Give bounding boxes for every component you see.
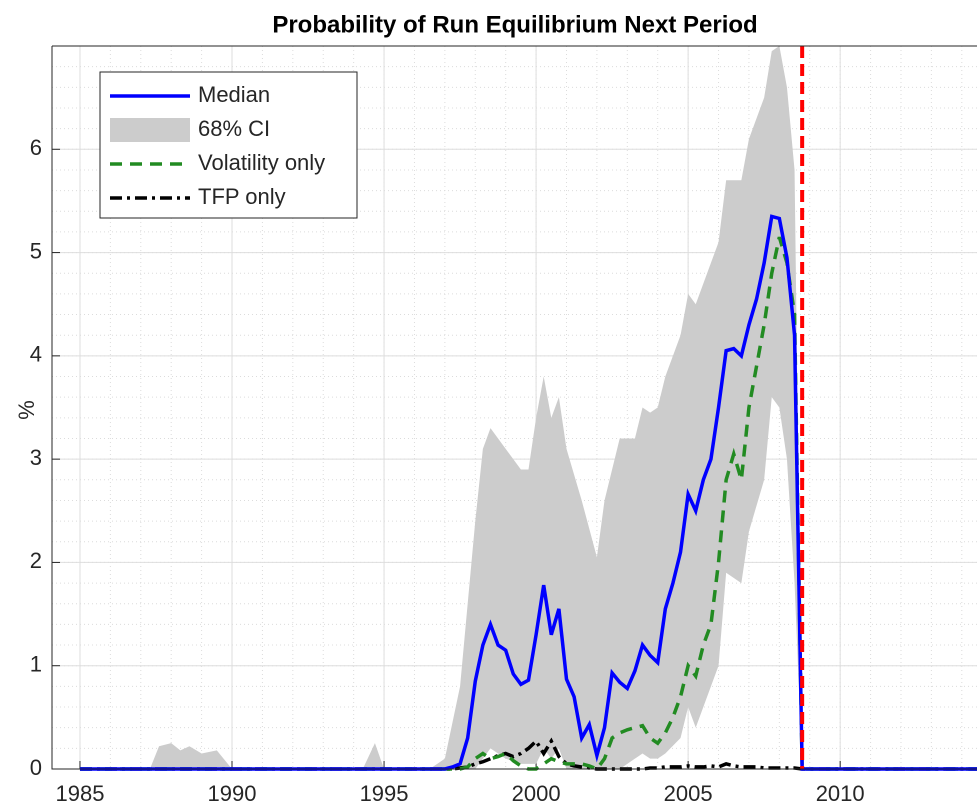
y-tick-label: 6 — [30, 135, 42, 160]
y-tick-label: 1 — [30, 652, 42, 677]
y-tick-label: 4 — [30, 342, 42, 367]
series-line — [79, 214, 977, 771]
x-tick-label: 2010 — [816, 781, 865, 806]
legend-box — [99, 71, 358, 219]
legend-swatch — [110, 118, 190, 142]
ci-band — [79, 46, 977, 769]
y-axis-label: % — [14, 400, 39, 420]
legend-label: Volatility only — [198, 150, 325, 175]
x-tick-label: 1990 — [208, 781, 257, 806]
chart-title: Probability of Run Equilibrium Next Peri… — [272, 11, 757, 38]
x-tick-label: 1995 — [360, 781, 409, 806]
x-tick-label: 1985 — [55, 781, 104, 806]
legend-label: TFP only — [198, 184, 286, 209]
x-tick-label: 2005 — [664, 781, 713, 806]
legend-label: Median — [198, 82, 270, 107]
y-tick-label: 0 — [30, 755, 42, 780]
legend-label: 68% CI — [198, 116, 270, 141]
x-tick-label: 2000 — [512, 781, 561, 806]
y-tick-label: 5 — [30, 238, 42, 263]
series-line — [79, 236, 977, 772]
axes-frame — [51, 46, 977, 770]
y-tick-label: 2 — [30, 548, 42, 573]
y-tick-label: 3 — [30, 445, 42, 470]
